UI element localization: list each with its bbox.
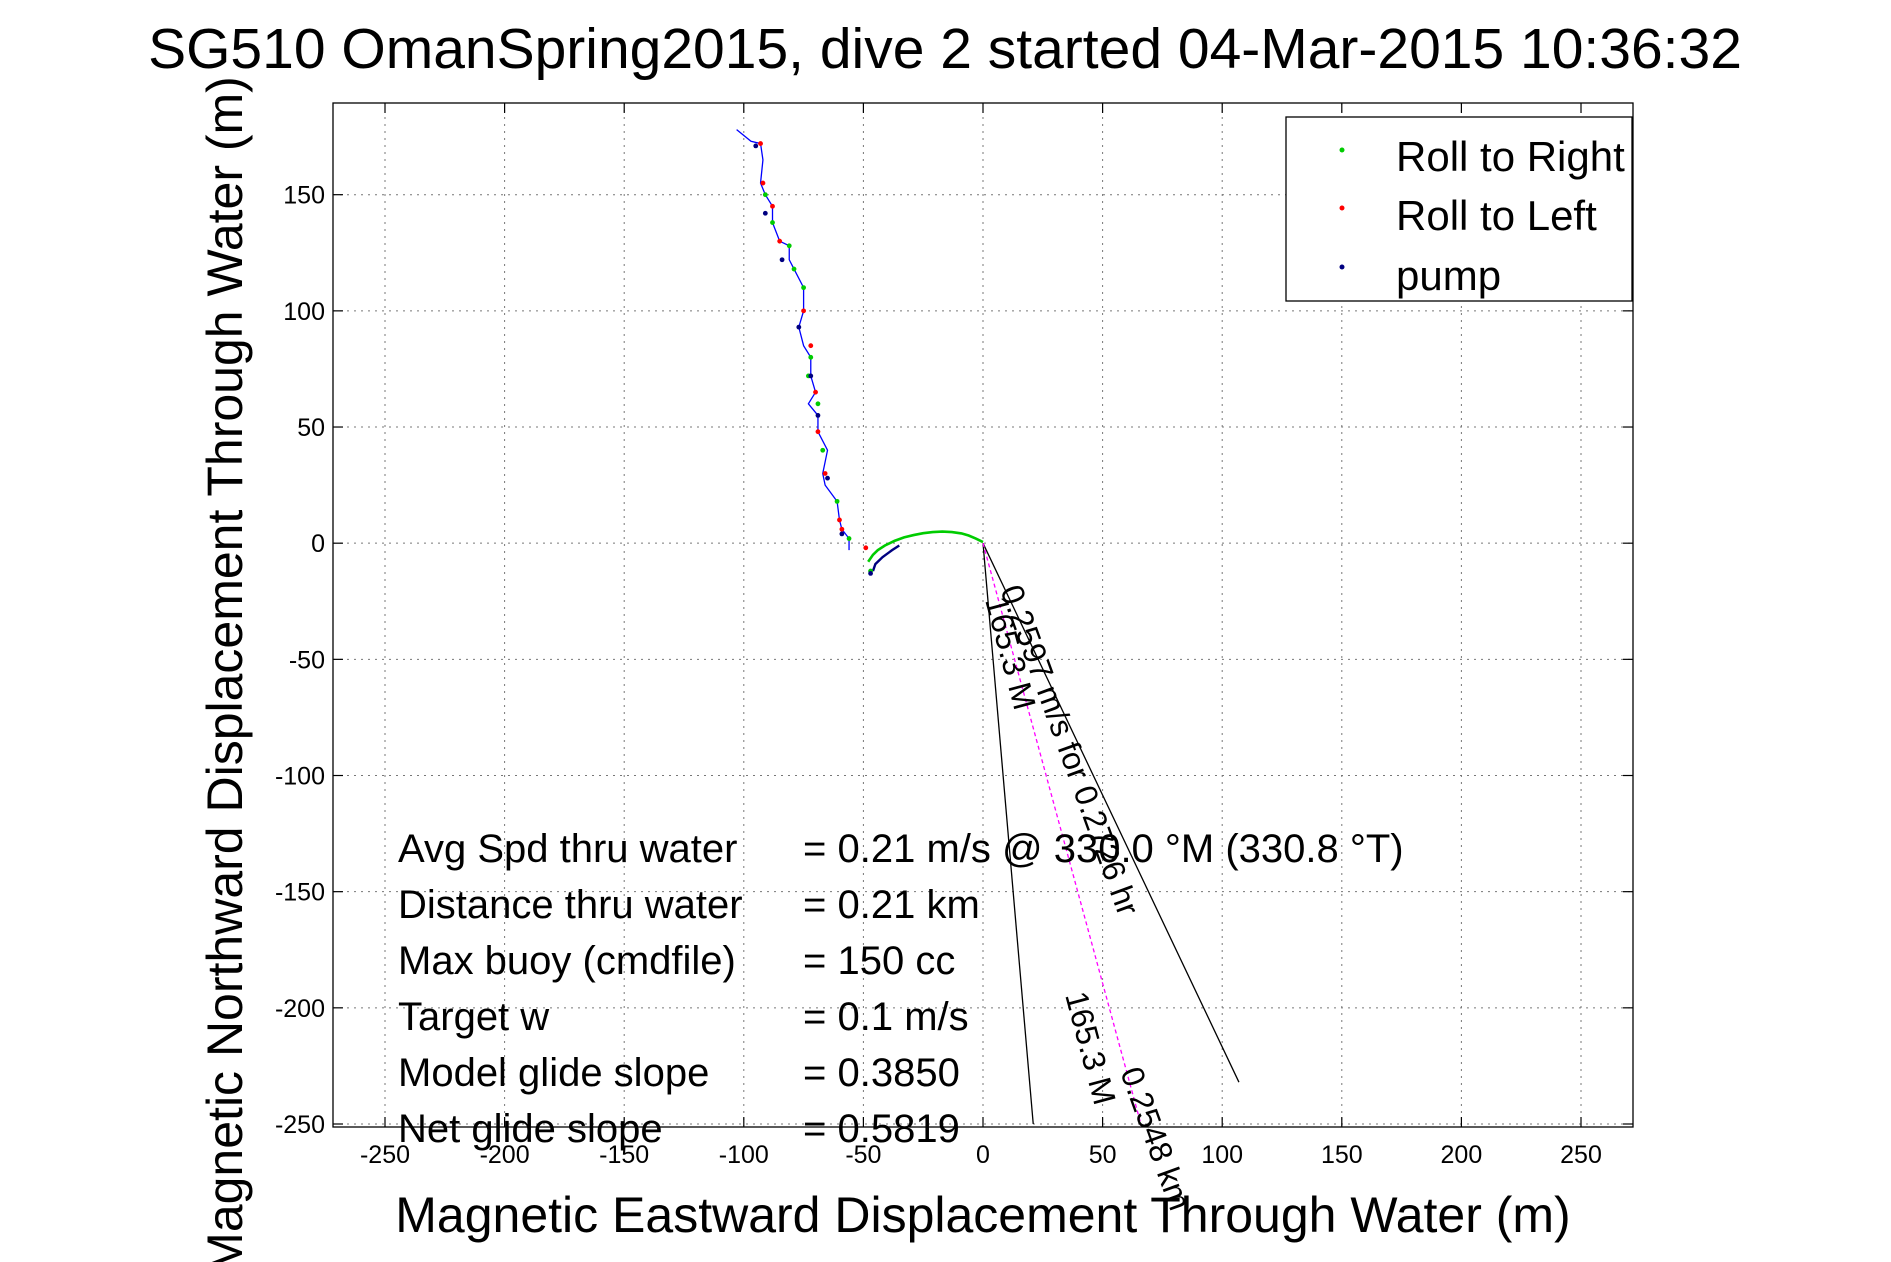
annotation-value-distance: = 0.21 km <box>803 883 980 927</box>
marker-roll-to-right <box>815 401 821 407</box>
x-tick-label: 200 <box>1441 1141 1483 1169</box>
legend: Roll to Right Roll to Left pump <box>1285 116 1633 302</box>
series-line-2 <box>871 544 900 572</box>
marker-roll-to-right <box>808 354 814 360</box>
y-axis-label: Magnetic Northward Displacement Through … <box>197 76 253 1262</box>
x-tick-label: 0 <box>976 1141 990 1169</box>
annotation-value-avg-speed: = 0.21 m/s @ 330.0 °M (330.8 °T) <box>803 827 1404 871</box>
series-line-1 <box>867 530 984 563</box>
marker-pump <box>753 143 759 149</box>
marker-pump <box>825 475 830 481</box>
marker-roll-to-left <box>770 203 775 209</box>
marker-pump <box>815 413 821 418</box>
annotation-value-target-w: = 0.1 m/s <box>803 995 969 1039</box>
x-tick-label: 50 <box>1089 1141 1117 1169</box>
marker-roll-to-right <box>770 220 775 225</box>
marker-pump <box>796 324 802 330</box>
stats-annotations: Avg Spd thru water = 0.21 m/s @ 330.0 °M… <box>398 827 1404 1151</box>
marker-roll-to-left <box>808 343 814 349</box>
x-tick-label: 250 <box>1560 1141 1602 1169</box>
annotation-value-model-glide: = 0.3850 <box>803 1051 960 1095</box>
marker-roll-to-left <box>839 526 845 532</box>
marker-roll-to-right <box>801 285 806 291</box>
marker-roll-to-right <box>846 536 852 541</box>
x-tick-label: -250 <box>360 1141 410 1169</box>
annotation-value-net-glide: = 0.5819 <box>803 1107 960 1151</box>
marker-roll-to-right <box>820 447 826 453</box>
reference-line <box>982 542 1240 1083</box>
x-tick-label: -150 <box>599 1141 649 1169</box>
y-tick-label: 100 <box>283 298 325 326</box>
annotation-label-target-w: Target w <box>398 995 549 1039</box>
annotation-label-avg-speed: Avg Spd thru water <box>398 827 737 871</box>
marker-roll-to-left <box>815 429 821 435</box>
legend-label-pump: pump <box>1396 252 1501 299</box>
legend-label-roll-left: Roll to Left <box>1396 192 1597 239</box>
annotation-label-max-buoy: Max buoy (cmdfile) <box>398 939 736 983</box>
marker-roll-to-left <box>758 141 763 146</box>
reference-line <box>982 543 1034 1125</box>
x-tick-label: -50 <box>845 1141 881 1169</box>
marker-roll-to-left <box>822 471 828 476</box>
marker-pump <box>808 373 814 379</box>
marker-roll-to-left <box>863 545 869 551</box>
legend-marker-roll-right <box>1339 147 1345 153</box>
axes: -250 -200 -150 -100 -50 0 50 100 150 200 250 -250 -2… <box>275 103 1633 1169</box>
annotation-value-max-buoy: = 150 cc <box>803 939 955 983</box>
legend-marker-roll-left <box>1339 205 1345 211</box>
marker-roll-to-right <box>834 498 840 504</box>
y-tick-label: -50 <box>289 646 325 674</box>
grid <box>333 103 1633 1127</box>
reference-lines <box>982 542 1240 1125</box>
marker-roll-to-left <box>813 389 818 395</box>
annotation-label-distance: Distance thru water <box>398 883 743 927</box>
marker-pump <box>762 210 768 216</box>
x-tick-label: 150 <box>1321 1141 1363 1169</box>
y-tick-label: 150 <box>283 182 325 210</box>
y-tick-label: 50 <box>297 414 325 442</box>
y-tick-label: -150 <box>275 879 325 907</box>
series-line-3 <box>982 543 1142 1125</box>
marker-pump <box>839 531 845 537</box>
marker-pump <box>779 257 785 263</box>
x-tick-label: -100 <box>719 1141 769 1169</box>
x-tick-label: -200 <box>480 1141 530 1169</box>
chart-title: SG510 OmanSpring2015, dive 2 started 04-… <box>148 17 1742 81</box>
y-tick-label: -200 <box>275 995 325 1023</box>
legend-marker-pump <box>1339 264 1345 270</box>
marker-roll-to-left <box>837 517 842 523</box>
marker-roll-to-left <box>760 180 766 186</box>
annotation-label-model-glide: Model glide slope <box>398 1051 709 1095</box>
marker-roll-to-right <box>791 266 797 272</box>
legend-label-roll-right: Roll to Right <box>1396 133 1625 180</box>
x-tick-label: 100 <box>1201 1141 1243 1169</box>
marker-roll-to-left <box>777 238 783 244</box>
y-tick-label: -100 <box>275 763 325 791</box>
marker-pump <box>868 570 873 576</box>
marker-roll-to-right <box>762 192 768 198</box>
y-tick-label: 0 <box>311 530 325 558</box>
marker-roll-to-right <box>786 243 792 249</box>
x-axis-label: Magnetic Eastward Displacement Through W… <box>395 1187 1570 1243</box>
marker-roll-to-left <box>801 308 806 314</box>
annotation-label-net-glide: Net glide slope <box>398 1107 663 1151</box>
y-tick-label: -250 <box>275 1111 325 1139</box>
marker-group <box>753 141 873 576</box>
